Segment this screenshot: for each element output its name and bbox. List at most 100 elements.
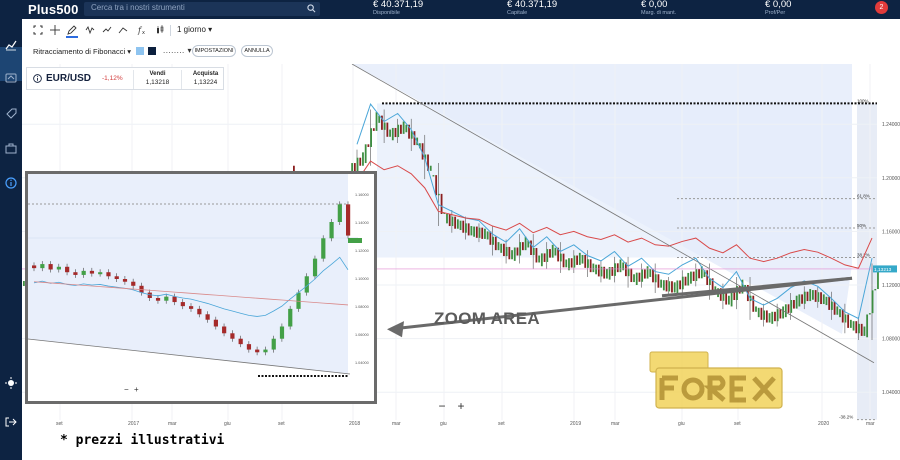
fibonacci-tool-select[interactable]: Ritracciamento di Fibonacci ▾ (33, 47, 131, 56)
candle (557, 247, 560, 262)
candle (429, 165, 432, 171)
zoom-y-tick-label: 1.08000 (355, 305, 369, 309)
candle (427, 154, 429, 171)
fill-color-swatch[interactable] (148, 47, 156, 55)
candle (492, 236, 494, 245)
candle (760, 307, 763, 320)
logout-icon[interactable] (5, 416, 17, 428)
candle (820, 292, 822, 305)
x-tick-label: giu (678, 421, 685, 426)
candle (860, 323, 863, 336)
candle (370, 128, 372, 147)
candles-icon[interactable] (155, 25, 165, 35)
search-input[interactable]: Cerca tra i nostri strumenti (84, 2, 320, 16)
candle (478, 227, 481, 238)
period-selector[interactable]: 1 giorno ▾ (177, 25, 213, 34)
candle (863, 326, 866, 336)
y-tick-label: 1.04000 (882, 390, 900, 396)
candle (421, 143, 424, 160)
zoom-candle (32, 265, 37, 269)
zoom-candle (73, 272, 78, 275)
candle (23, 280, 25, 286)
fullscreen-icon[interactable] (33, 25, 43, 35)
chart-line-icon[interactable] (5, 39, 17, 51)
candle (516, 247, 519, 256)
candle (825, 296, 828, 306)
candle (812, 290, 814, 300)
candle (627, 268, 630, 277)
brightness-icon[interactable] (5, 377, 17, 389)
cancel-button[interactable]: ANNULLA (241, 45, 273, 57)
candle (852, 321, 855, 331)
fibonacci-level-label: 50% (857, 223, 866, 228)
zoom-arrow-head (387, 321, 404, 338)
sell-button[interactable]: Vendi 1,13218 (133, 70, 181, 89)
zoom-candle (288, 308, 293, 327)
briefcase-icon[interactable] (5, 143, 17, 155)
candle (394, 127, 397, 138)
zoom-price-marker (348, 238, 362, 243)
line-style-select[interactable]: ........ ▾ (163, 46, 193, 55)
candle (741, 279, 744, 294)
draw-pencil-icon[interactable] (67, 25, 77, 35)
candle (866, 314, 869, 338)
trend-icon[interactable] (102, 25, 112, 35)
buy-label: Acquista (192, 71, 219, 77)
zoom-y-tick-label: 1.12000 (355, 249, 369, 253)
zoom-candle (131, 281, 136, 286)
settings-button[interactable]: IMPOSTAZIONI (192, 45, 236, 57)
zoom-trendline (27, 338, 351, 375)
sell-price: 1,13218 (145, 79, 170, 86)
footnote: * prezzi illustrativi (60, 433, 225, 448)
candle (614, 263, 616, 276)
search-icon[interactable] (307, 4, 316, 13)
stat-available: € 40.371,19 Disponibile (373, 0, 423, 17)
candle (424, 154, 427, 160)
candle (847, 314, 850, 328)
line-color-swatch[interactable] (136, 47, 144, 55)
zoom-candle (164, 296, 169, 301)
candle (381, 115, 383, 130)
candle (524, 236, 527, 251)
candle (795, 295, 798, 309)
candle (828, 296, 831, 310)
zoom-candle (147, 292, 152, 298)
crosshair-icon[interactable] (50, 25, 60, 35)
notification-badge[interactable]: 2 (875, 1, 888, 14)
current-price-marker (873, 265, 897, 273)
candle (405, 124, 408, 133)
buy-price: 1,13224 (193, 79, 218, 86)
tag-icon[interactable] (5, 108, 17, 120)
plus500-logo[interactable]: Plus500 (28, 2, 79, 17)
zoom-y-tick-label: 1.14000 (355, 221, 369, 225)
exchange-icon[interactable] (5, 72, 17, 84)
candle (692, 271, 695, 281)
candle (703, 270, 706, 277)
candle (587, 259, 589, 268)
stat-equity-label: Capitale (507, 10, 528, 16)
zoom-out-button[interactable]: − (438, 399, 446, 413)
candle (871, 290, 874, 314)
candle (454, 216, 457, 229)
line-tool-icon[interactable] (118, 25, 128, 35)
info-icon[interactable] (33, 74, 42, 83)
svg-text:x: x (142, 30, 145, 35)
candle (356, 157, 359, 172)
candle (475, 226, 478, 238)
buy-button[interactable]: Acquista 1,13224 (181, 70, 229, 89)
x-tick-label: 2018 (349, 421, 360, 426)
zoom-candle (246, 344, 252, 350)
zoom-candle (346, 204, 351, 236)
candle (386, 122, 389, 137)
zoom-in-button[interactable]: + (457, 399, 465, 413)
svg-text:f: f (137, 26, 143, 35)
candle (538, 255, 541, 263)
candle (367, 144, 370, 147)
info-icon[interactable] (5, 177, 17, 189)
candle (706, 270, 709, 285)
fx-indicator-icon[interactable] (85, 25, 95, 35)
zoom-y-tick-label: 1.04000 (355, 361, 369, 365)
candle (568, 258, 570, 271)
candle (649, 268, 652, 277)
